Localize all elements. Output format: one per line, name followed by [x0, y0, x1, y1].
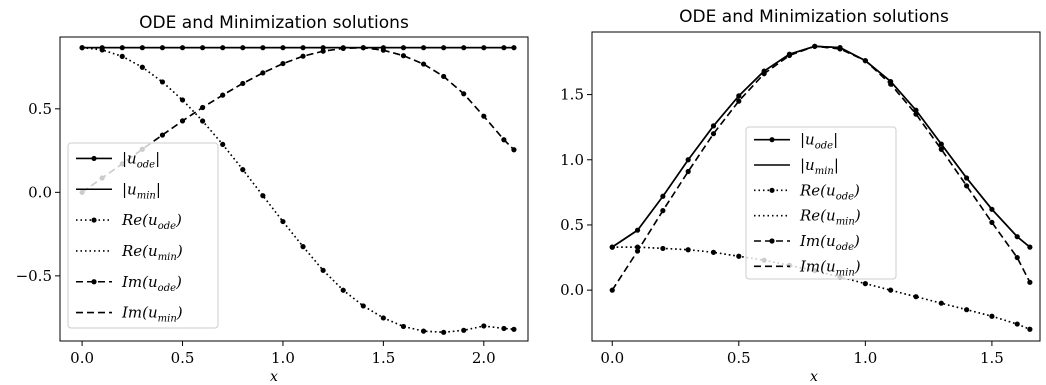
series-line-im-u-min: [611, 45, 1031, 291]
data-point-re-u-ode: [481, 323, 487, 329]
legend-box: [67, 142, 219, 329]
data-point-im-u-ode: [1027, 279, 1033, 285]
data-point-im-u-ode: [260, 70, 266, 76]
data-point-im-u-ode: [1014, 254, 1020, 261]
legend-label-im-u-ode: Im(uode): [121, 273, 182, 294]
plot-frame: [59, 36, 529, 342]
series-line-im-u-min: [81, 46, 515, 193]
data-point-re-u-ode: [461, 327, 467, 333]
legend-label-u-ode: |uode|: [800, 131, 838, 152]
x-tick-label: 0.5: [727, 349, 751, 367]
data-point-im-u-ode: [685, 168, 691, 175]
x-tick-label: 0.0: [600, 349, 624, 367]
legend-label-im-u-min: Im(umin): [121, 304, 183, 325]
data-point-re-u-ode: [888, 287, 894, 293]
legend-label-u-ode: |uode|: [122, 149, 160, 170]
y-tick-label: 0.0: [560, 281, 584, 299]
data-point-im-u-ode: [300, 53, 306, 59]
data-point-re-u-ode: [511, 326, 517, 332]
data-point-im-u-ode: [280, 60, 286, 67]
data-point-re-u-ode: [300, 244, 306, 250]
x-tick-label: 1.0: [271, 349, 295, 367]
data-point-u-ode: [511, 45, 517, 51]
legend-marker: [91, 155, 97, 162]
legend-label-re-u-min: Re(umin): [799, 207, 861, 228]
x-tick-label: 1.5: [371, 349, 395, 367]
legend-marker: [91, 279, 97, 285]
data-point-re-u-ode: [79, 45, 85, 51]
legend-label-re-u-min: Re(umin): [121, 242, 183, 263]
data-point-re-u-ode: [913, 294, 919, 300]
data-point-re-u-ode: [938, 300, 944, 306]
right-chart-x-axis-label: x: [810, 369, 818, 385]
legend-label-im-u-min: Im(umin): [799, 257, 861, 278]
data-point-re-u-ode: [99, 47, 105, 53]
legend-marker: [91, 217, 97, 223]
x-tick-label: 0.0: [70, 349, 94, 367]
y-tick-label: 0.5: [560, 216, 584, 234]
legend-marker: [769, 238, 775, 244]
legend-label-u-min: |umin|: [800, 156, 839, 177]
right-chart: ODE and Minimization solutions x 0.0 0.5 1…: [560, 7, 1041, 385]
y-tick-label: 0.5: [28, 100, 52, 118]
x-tick-label: 0.5: [171, 349, 195, 367]
legend-marker: [769, 137, 775, 143]
left-chart-title: ODE and Minimization solutions: [139, 13, 409, 33]
x-tick-label: 1.0: [853, 349, 877, 367]
data-point-re-u-ode: [685, 247, 691, 253]
legend-marker: [769, 187, 775, 193]
data-point-re-u-ode: [420, 328, 427, 334]
legend-label-im-u-ode: Im(uode): [799, 232, 860, 253]
right-chart-title: ODE and Minimization solutions: [679, 7, 949, 27]
y-tick-label: 1.0: [560, 151, 584, 169]
left-chart: ODE and Minimization solutions x 0.0 0.5 1…: [16, 13, 529, 385]
data-point-re-u-ode: [400, 323, 407, 330]
left-chart-x-axis-label: x: [270, 369, 278, 385]
data-point-im-u-ode: [837, 46, 843, 52]
plot-frame: [591, 31, 1041, 342]
left-plot-area: 0.0 0.5 1.0 1.5 2.0 −0.5 0.0 0.5: [16, 36, 529, 367]
legend-label-re-u-ode: Re(uode): [799, 181, 860, 202]
x-tick-label: 1.5: [980, 349, 1004, 367]
legend-label-re-u-ode: Re(uode): [121, 211, 182, 232]
data-point-re-u-ode: [441, 329, 447, 335]
data-point-re-u-ode: [710, 249, 717, 255]
data-point-re-u-ode: [501, 325, 507, 332]
y-tick-label: −0.5: [16, 267, 52, 285]
y-tick-label: 1.5: [560, 86, 584, 104]
right-legend: |uode| |umin| Re(uode) Re(umin) Im(uode) Im(u…: [745, 126, 897, 280]
legend-label-u-min: |umin|: [122, 180, 161, 201]
x-tick-label: 2.0: [472, 349, 496, 367]
left-legend: |uode| |umin| Re(uode) Re(umin) Im(uode) Im(u…: [67, 142, 219, 329]
data-point-im-u-ode: [786, 52, 793, 59]
y-tick-label: 0.0: [28, 183, 52, 201]
data-point-re-u-ode: [1014, 321, 1020, 327]
